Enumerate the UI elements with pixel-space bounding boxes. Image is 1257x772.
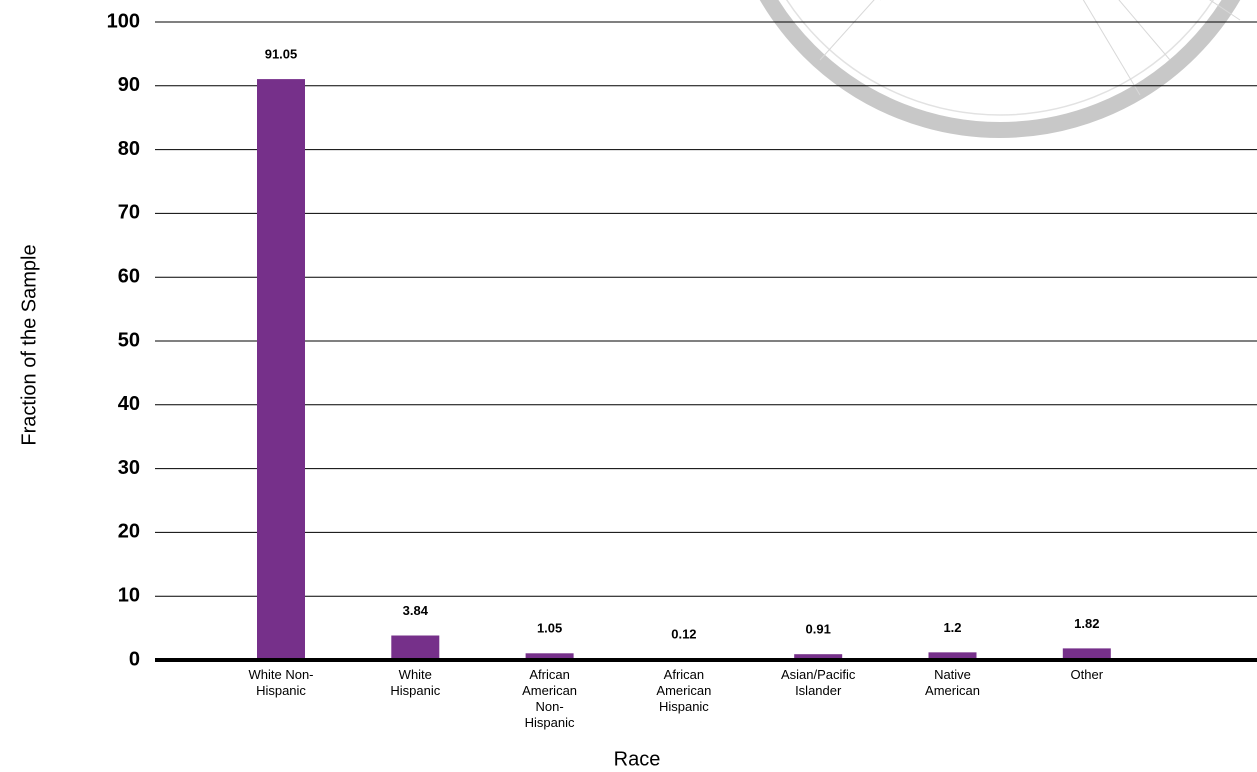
y-tick-label: 70 <box>118 202 140 224</box>
y-tick-label: 10 <box>118 584 140 606</box>
x-tick-label: White Non-Hispanic <box>248 667 314 698</box>
y-tick-label: 20 <box>118 521 140 543</box>
value-label: 1.82 <box>1074 616 1099 631</box>
bar <box>928 652 977 660</box>
value-label: 1.05 <box>537 621 562 636</box>
bar <box>525 653 574 660</box>
value-label: 91.05 <box>265 47 298 62</box>
y-tick-label: 40 <box>118 393 140 415</box>
x-tick-label: Other <box>1070 667 1104 682</box>
x-tick-label: African American Hispanic <box>656 667 712 714</box>
value-label: 0.12 <box>671 627 696 642</box>
y-tick-label: 60 <box>118 265 140 287</box>
value-label: 1.2 <box>943 620 961 635</box>
x-axis-title: Race <box>614 748 661 770</box>
x-tick-label: African American Non-Hispanic <box>522 667 578 730</box>
y-tick-label: 100 <box>107 10 140 32</box>
x-tick-label: Asian/Pacific Islander <box>780 667 856 698</box>
bar <box>1062 648 1111 660</box>
x-tick-label: Native American <box>925 667 980 698</box>
y-tick-label: 50 <box>118 329 140 351</box>
y-axis-title: Fraction of the Sample <box>18 244 40 445</box>
value-label: 3.84 <box>403 603 429 618</box>
bar <box>391 635 440 660</box>
bar <box>794 654 843 660</box>
y-tick-label: 80 <box>118 138 140 160</box>
y-tick-label: 0 <box>129 648 140 670</box>
x-tick-label: White Hispanic <box>390 667 441 698</box>
background-wheel <box>759 0 1241 138</box>
y-tick-label: 30 <box>118 457 140 479</box>
value-label: 0.91 <box>806 622 831 637</box>
bar <box>257 79 305 660</box>
y-tick-label: 90 <box>118 74 140 96</box>
